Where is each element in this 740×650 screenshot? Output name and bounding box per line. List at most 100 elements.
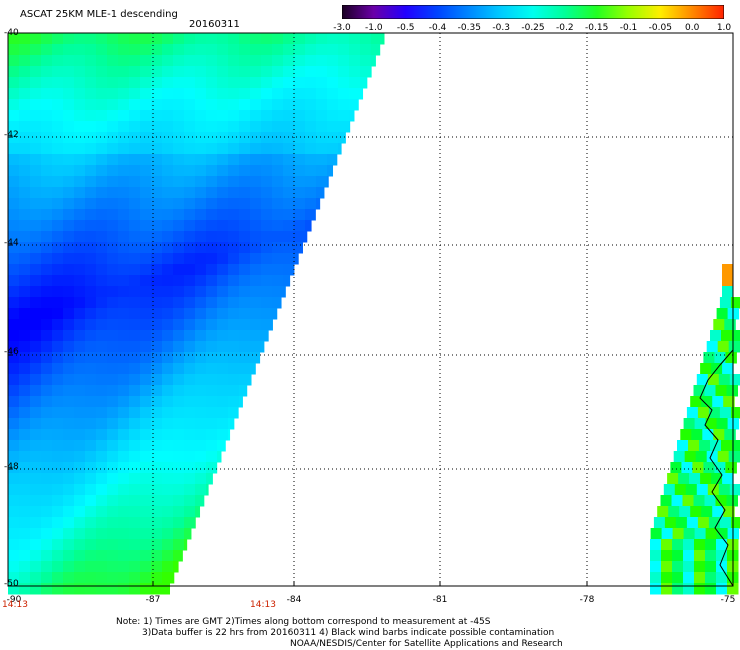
- data-cell: [8, 44, 20, 56]
- data-cell: [272, 187, 284, 199]
- data-cell: [206, 473, 213, 485]
- data-cell: [184, 286, 196, 298]
- data-cell: [711, 473, 723, 485]
- data-cell: [173, 341, 185, 353]
- data-cell: [118, 77, 130, 89]
- data-cell: [96, 484, 108, 496]
- data-cell: [184, 33, 196, 45]
- data-cell: [96, 77, 108, 89]
- data-cell: [184, 209, 196, 221]
- data-cell: [52, 374, 64, 386]
- data-cell: [294, 209, 306, 221]
- data-cell: [162, 297, 174, 309]
- data-cell: [173, 539, 185, 551]
- data-cell: [85, 275, 97, 287]
- data-cell: [694, 550, 706, 562]
- data-cell: [41, 484, 53, 496]
- lon-label: -78: [579, 595, 595, 605]
- data-cell: [283, 176, 295, 188]
- data-cell: [705, 539, 717, 551]
- date-label: 20160311: [189, 19, 240, 30]
- data-cell: [239, 176, 251, 188]
- data-cell: [305, 143, 317, 155]
- data-cell: [272, 176, 284, 188]
- data-cell: [162, 363, 174, 375]
- data-cell: [206, 242, 218, 254]
- data-cell: [701, 396, 713, 408]
- data-cell: [206, 165, 218, 177]
- data-cell: [173, 473, 185, 485]
- data-cell: [272, 264, 284, 276]
- data-cell: [30, 363, 42, 375]
- data-cell: [118, 242, 130, 254]
- data-cell: [162, 275, 174, 287]
- data-cell: [52, 473, 64, 485]
- data-cell: [107, 253, 119, 265]
- data-cell: [129, 121, 141, 133]
- data-cell: [706, 451, 719, 463]
- data-cell: [63, 572, 75, 584]
- data-cell: [63, 506, 75, 518]
- data-cell: [250, 88, 262, 100]
- data-cell: [338, 143, 342, 155]
- data-cell: [162, 286, 174, 298]
- data-cell: [294, 253, 299, 265]
- data-cell: [129, 517, 141, 529]
- data-cell: [30, 264, 42, 276]
- data-cell: [19, 495, 31, 507]
- data-cell: [725, 352, 737, 364]
- data-cell: [272, 319, 273, 331]
- data-cell: [74, 451, 86, 463]
- data-cell: [162, 462, 174, 474]
- data-cell: [8, 55, 20, 67]
- data-cell: [294, 55, 306, 67]
- data-cell: [228, 44, 240, 56]
- data-cell: [173, 352, 185, 364]
- data-cell: [162, 198, 174, 210]
- data-cell: [85, 253, 97, 265]
- data-cell: [206, 121, 218, 133]
- data-cell: [700, 473, 712, 485]
- data-cell: [250, 44, 262, 56]
- data-cell: [63, 517, 75, 529]
- data-cell: [694, 572, 706, 584]
- data-cell: [338, 88, 350, 100]
- data-cell: [327, 176, 329, 188]
- data-cell: [217, 165, 229, 177]
- data-cell: [371, 33, 383, 45]
- data-cell: [19, 176, 31, 188]
- data-cell: [672, 528, 685, 540]
- data-cell: [74, 198, 86, 210]
- data-cell: [8, 539, 20, 551]
- gridlines: [8, 33, 733, 586]
- data-cell: [118, 429, 130, 441]
- colorbar-tick-label: -0.1: [619, 23, 638, 33]
- data-cell: [118, 583, 130, 595]
- data-cell: [228, 275, 240, 287]
- data-cell: [19, 165, 31, 177]
- data-cell: [19, 484, 31, 496]
- colorbar: [342, 5, 724, 19]
- data-cell: [140, 253, 152, 265]
- data-cell: [63, 33, 75, 45]
- data-cell: [19, 44, 31, 56]
- data-cell: [30, 88, 42, 100]
- data-cell: [107, 220, 119, 232]
- data-cell: [30, 242, 42, 254]
- data-cell: [675, 517, 688, 529]
- data-cell: [129, 176, 141, 188]
- data-cell: [250, 187, 262, 199]
- data-cell: [162, 66, 174, 78]
- data-cell: [338, 110, 350, 122]
- colorbar-tick-label: -1.0: [365, 23, 383, 33]
- data-cell: [41, 319, 53, 331]
- data-cell: [129, 572, 141, 584]
- data-cell: [283, 165, 295, 177]
- data-cell: [8, 88, 20, 100]
- data-cell: [107, 473, 119, 485]
- data-cell: [173, 396, 185, 408]
- data-cell: [107, 385, 119, 397]
- data-cell: [694, 561, 706, 573]
- data-cell: [19, 253, 31, 265]
- data-cell: [96, 99, 108, 111]
